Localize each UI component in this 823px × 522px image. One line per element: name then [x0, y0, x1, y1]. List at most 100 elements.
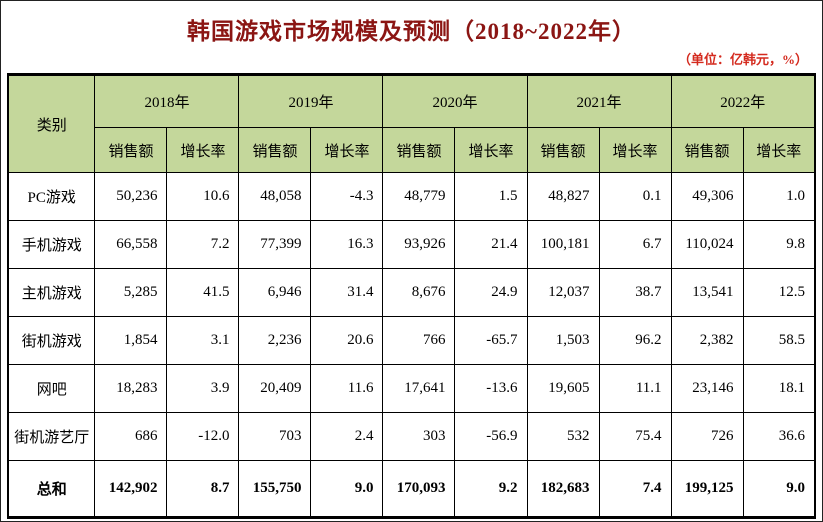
cell-sales-2020: 170,093 [382, 460, 456, 518]
cell-growth-2021: 6.7 [598, 220, 672, 269]
cell-growth-2018: -12.0 [166, 412, 240, 461]
growth-header-2019: 增长率 [310, 127, 384, 173]
cell-sales-2018: 18,283 [94, 364, 168, 413]
sales-header-2018: 销售额 [94, 127, 168, 173]
unit-note: （单位：亿韩元，%） [677, 52, 808, 67]
row-category: 网吧 [7, 364, 96, 413]
cell-sales-2022: 23,146 [670, 364, 744, 413]
sales-header-2022: 销售额 [670, 127, 744, 173]
cell-sales-2021: 100,181 [526, 220, 600, 269]
table-row-mobile: 手机游戏 66,558 7.2 77,399 16.3 93,926 21.4 … [7, 220, 816, 269]
cell-growth-2022: 9.8 [742, 220, 816, 269]
cell-sales-2022: 726 [670, 412, 744, 461]
row-category: 总和 [7, 460, 96, 518]
year-header-2020: 2020年 [382, 74, 528, 128]
header-years-row: 类别 2018年 2019年 2020年 2021年 2022年 [7, 74, 816, 173]
cell-sales-2019: 6,946 [238, 268, 312, 317]
table-row-gamehall: 街机游艺厅 686 -12.0 703 2.4 303 -56.9 532 75… [7, 412, 816, 461]
cell-sales-2020: 48,779 [382, 172, 456, 221]
cell-growth-2022: 9.0 [742, 460, 816, 518]
cell-sales-2019: 48,058 [238, 172, 312, 221]
cell-sales-2021: 182,683 [526, 460, 600, 518]
cell-growth-2020: 9.2 [454, 460, 528, 518]
cell-growth-2018: 3.9 [166, 364, 240, 413]
cell-sales-2018: 66,558 [94, 220, 168, 269]
cell-sales-2020: 17,641 [382, 364, 456, 413]
cell-growth-2020: 1.5 [454, 172, 528, 221]
cell-growth-2018: 8.7 [166, 460, 240, 518]
cell-sales-2019: 2,236 [238, 316, 312, 365]
row-category: PC游戏 [7, 172, 96, 221]
cell-growth-2022: 1.0 [742, 172, 816, 221]
cell-growth-2020: 24.9 [454, 268, 528, 317]
cell-sales-2018: 1,854 [94, 316, 168, 365]
cell-sales-2021: 1,503 [526, 316, 600, 365]
sales-header-2020: 销售额 [382, 127, 456, 173]
category-header: 类别 [7, 74, 96, 173]
cell-sales-2021: 19,605 [526, 364, 600, 413]
cell-growth-2019: 9.0 [310, 460, 384, 518]
cell-sales-2022: 49,306 [670, 172, 744, 221]
cell-growth-2019: -4.3 [310, 172, 384, 221]
cell-growth-2021: 75.4 [598, 412, 672, 461]
cell-growth-2019: 31.4 [310, 268, 384, 317]
cell-sales-2020: 766 [382, 316, 456, 365]
cell-growth-2019: 11.6 [310, 364, 384, 413]
cell-sales-2019: 703 [238, 412, 312, 461]
cell-growth-2018: 10.6 [166, 172, 240, 221]
cell-growth-2019: 20.6 [310, 316, 384, 365]
cell-sales-2018: 686 [94, 412, 168, 461]
cell-sales-2018: 5,285 [94, 268, 168, 317]
row-category: 主机游戏 [7, 268, 96, 317]
cell-growth-2020: -13.6 [454, 364, 528, 413]
cell-growth-2020: -56.9 [454, 412, 528, 461]
table-row-total: 总和 142,902 8.7 155,750 9.0 170,093 9.2 1… [7, 460, 816, 518]
cell-sales-2021: 532 [526, 412, 600, 461]
cell-sales-2019: 155,750 [238, 460, 312, 518]
year-header-2022: 2022年 [670, 74, 816, 128]
cell-growth-2022: 36.6 [742, 412, 816, 461]
cell-sales-2018: 142,902 [94, 460, 168, 518]
year-header-2021: 2021年 [526, 74, 672, 128]
cell-sales-2020: 8,676 [382, 268, 456, 317]
cell-growth-2018: 3.1 [166, 316, 240, 365]
cell-sales-2021: 48,827 [526, 172, 600, 221]
growth-header-2018: 增长率 [166, 127, 240, 173]
sales-header-2019: 销售额 [238, 127, 312, 173]
cell-sales-2020: 303 [382, 412, 456, 461]
growth-header-2021: 增长率 [598, 127, 672, 173]
cell-growth-2019: 16.3 [310, 220, 384, 269]
cell-sales-2019: 77,399 [238, 220, 312, 269]
table-row-console: 主机游戏 5,285 41.5 6,946 31.4 8,676 24.9 12… [7, 268, 816, 317]
cell-growth-2018: 41.5 [166, 268, 240, 317]
market-table: 类别 2018年 2019年 2020年 2021年 2022年 销售额 增长率… [6, 73, 817, 519]
year-header-2019: 2019年 [238, 74, 384, 128]
table-row-netcafe: 网吧 18,283 3.9 20,409 11.6 17,641 -13.6 1… [7, 364, 816, 413]
cell-growth-2018: 7.2 [166, 220, 240, 269]
cell-growth-2021: 96.2 [598, 316, 672, 365]
cell-sales-2020: 93,926 [382, 220, 456, 269]
cell-growth-2021: 38.7 [598, 268, 672, 317]
row-category: 手机游戏 [7, 220, 96, 269]
cell-sales-2022: 199,125 [670, 460, 744, 518]
cell-sales-2022: 2,382 [670, 316, 744, 365]
cell-growth-2020: 21.4 [454, 220, 528, 269]
year-header-2018: 2018年 [94, 74, 240, 128]
cell-growth-2020: -65.7 [454, 316, 528, 365]
growth-header-2020: 增长率 [454, 127, 528, 173]
page-title: 韩国游戏市场规模及预测（2018~2022年） [187, 19, 636, 44]
row-category: 街机游戏 [7, 316, 96, 365]
table-row-arcade: 街机游戏 1,854 3.1 2,236 20.6 766 -65.7 1,50… [7, 316, 816, 365]
row-category: 街机游艺厅 [7, 412, 96, 461]
cell-growth-2021: 0.1 [598, 172, 672, 221]
cell-sales-2018: 50,236 [94, 172, 168, 221]
header-metrics-row: 销售额 增长率 销售额 增长率 销售额 增长率 销售额 增长率 销售额 增长率 [8, 127, 816, 173]
cell-growth-2022: 18.1 [742, 364, 816, 413]
cell-sales-2022: 13,541 [670, 268, 744, 317]
cell-growth-2022: 12.5 [742, 268, 816, 317]
cell-growth-2021: 11.1 [598, 364, 672, 413]
cell-sales-2019: 20,409 [238, 364, 312, 413]
growth-header-2022: 增长率 [742, 127, 816, 173]
cell-growth-2021: 7.4 [598, 460, 672, 518]
